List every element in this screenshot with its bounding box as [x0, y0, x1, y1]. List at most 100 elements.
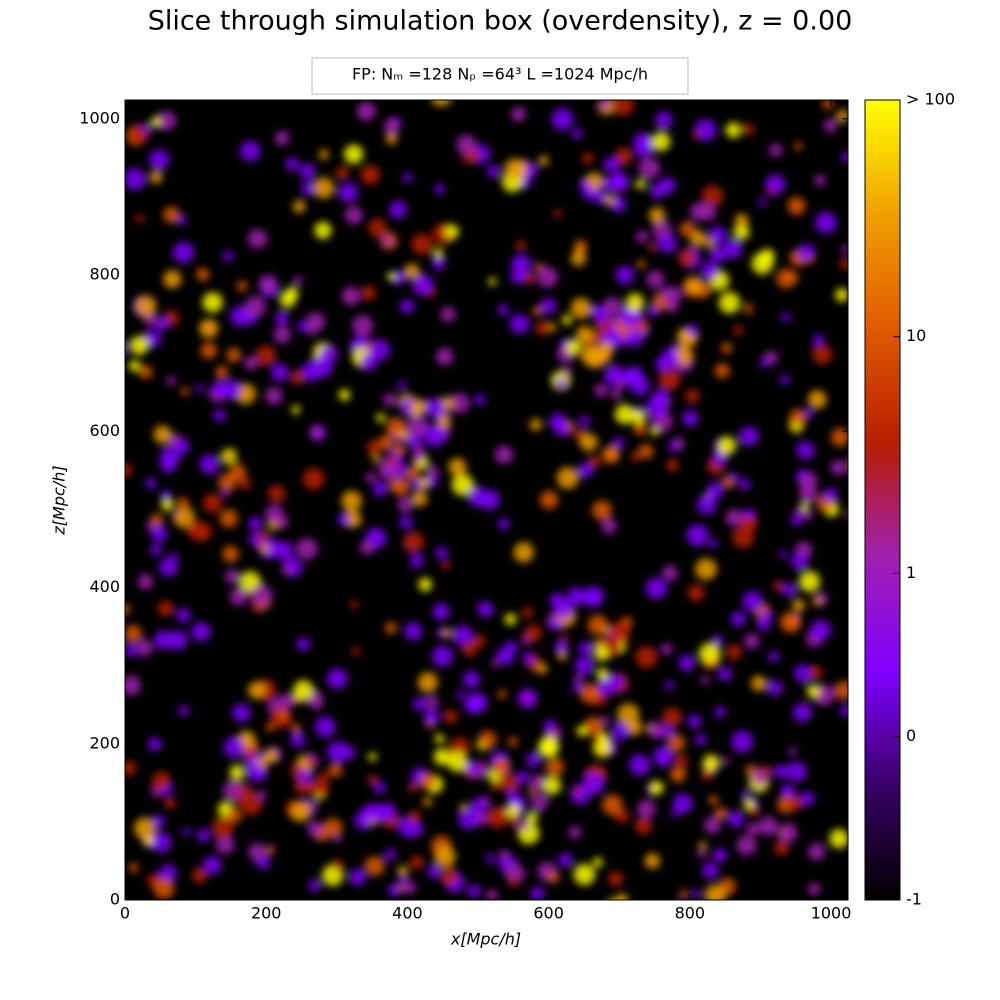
density-blob: [432, 645, 453, 667]
density-blob: [678, 248, 697, 267]
density-blob: [425, 398, 445, 418]
density-blob: [462, 670, 480, 689]
density-blob: [739, 513, 758, 532]
density-blob: [295, 538, 318, 560]
density-blob: [570, 297, 592, 319]
density-blob: [255, 345, 277, 367]
density-blob: [662, 565, 678, 581]
density-blob: [780, 783, 796, 799]
density-blob: [721, 342, 732, 354]
density-blob: [442, 628, 452, 638]
density-blob: [850, 508, 860, 518]
density-blob: [247, 229, 268, 249]
density-blob: [397, 429, 410, 441]
density-blob: [125, 624, 142, 643]
density-blob: [701, 676, 710, 685]
density-blob: [801, 510, 813, 521]
density-blob: [248, 533, 259, 544]
density-blob: [153, 878, 175, 899]
density-blob: [579, 683, 599, 704]
density-blob: [419, 479, 429, 488]
density-blob: [365, 472, 377, 484]
density-blob: [797, 243, 815, 261]
density-blob: [232, 703, 251, 722]
density-blob: [530, 774, 547, 791]
density-blob: [598, 927, 614, 943]
density-blob: [835, 288, 848, 302]
density-blob: [529, 418, 542, 431]
density-blob: [597, 350, 611, 364]
density-blob: [524, 272, 536, 284]
density-blob: [404, 622, 422, 640]
density-blob: [86, 563, 95, 572]
density-blob: [610, 899, 617, 900]
density-blob: [202, 292, 223, 313]
density-blob: [368, 528, 378, 538]
density-blob: [424, 425, 446, 447]
density-blob: [530, 886, 545, 900]
density-blob: [810, 619, 831, 640]
density-blob: [443, 709, 458, 724]
density-blob: [692, 130, 701, 139]
density-blob: [571, 250, 587, 266]
density-blob: [191, 622, 211, 642]
density-blob: [713, 848, 727, 862]
density-blob: [254, 768, 267, 781]
density-blob: [689, 230, 707, 247]
density-blob: [441, 560, 451, 570]
density-blob: [648, 242, 658, 252]
density-blob: [409, 554, 424, 568]
density-blob: [285, 286, 299, 301]
density-blob: [724, 929, 741, 946]
density-blob: [700, 261, 719, 280]
density-blob: [704, 238, 715, 249]
density-blob: [349, 600, 358, 609]
density-blob: [458, 809, 479, 830]
density-blob: [730, 611, 746, 627]
density-blob: [714, 706, 726, 718]
density-blob: [517, 819, 529, 831]
density-blob: [513, 542, 534, 563]
density-blob: [709, 246, 726, 263]
density-blob: [744, 633, 760, 649]
density-blob: [150, 116, 161, 128]
density-blob: [137, 574, 154, 590]
density-blob: [511, 106, 526, 122]
density-blob: [359, 353, 377, 371]
density-blob: [535, 320, 550, 336]
density-field: [86, 100, 860, 946]
density-blob: [290, 370, 306, 385]
density-blob: [229, 764, 245, 781]
density-blob: [427, 475, 439, 487]
density-blob: [285, 157, 299, 171]
density-blob: [213, 409, 226, 422]
density-blob: [149, 170, 163, 184]
x-tick-label: 1000: [811, 904, 852, 923]
density-blob: [721, 757, 730, 766]
density-blob: [378, 459, 399, 480]
density-blob: [685, 276, 704, 296]
density-blob: [344, 206, 363, 225]
density-blob: [576, 725, 588, 737]
density-blob: [248, 681, 266, 699]
density-blob: [558, 852, 573, 868]
density-blob: [372, 481, 388, 497]
density-blob: [812, 596, 822, 606]
density-blob: [706, 482, 724, 500]
density-blob: [821, 100, 834, 110]
density-blob: [368, 218, 387, 238]
density-blob: [808, 843, 826, 861]
density-blob: [511, 254, 532, 275]
density-blob: [222, 545, 239, 563]
density-blob: [504, 613, 517, 626]
density-blob: [774, 764, 789, 779]
density-blob: [338, 389, 351, 401]
density-blob: [361, 285, 377, 301]
density-blob: [425, 695, 439, 710]
density-blob: [779, 375, 790, 385]
density-blob: [274, 130, 290, 146]
colorbar-tick-label: 0: [906, 726, 916, 745]
density-blob: [667, 734, 686, 752]
density-blob: [472, 634, 486, 648]
density-blob: [290, 732, 306, 747]
